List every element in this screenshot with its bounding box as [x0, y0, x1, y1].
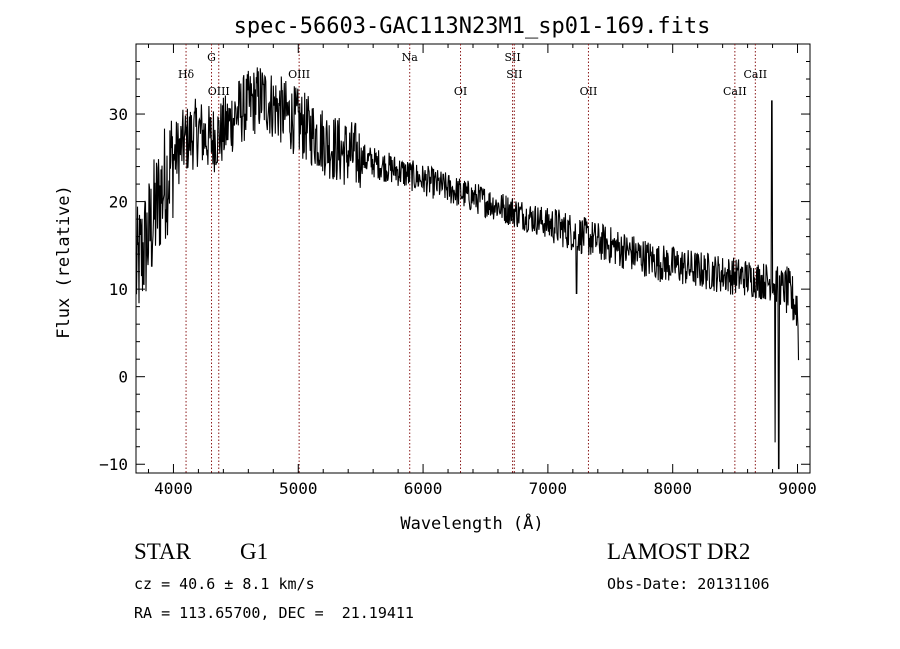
line-label-5: OI [454, 85, 467, 98]
y-tick-label-1: 0 [118, 368, 128, 387]
line-label-6: SII [504, 51, 520, 64]
spectral-line-markers: Hδ G OIII OIII Na OI SII SII OII CaII CaII [178, 44, 767, 473]
redshift-cz: cz = 40.6 ± 8.1 km/s [134, 575, 315, 593]
observation-date: Obs-Date: 20131106 [607, 575, 770, 593]
line-label-2: OIII [208, 85, 230, 98]
chart-title: spec-56603-GAC113N23M1_sp01-169.fits [234, 14, 711, 39]
x-tick-label-5: 9000 [778, 479, 817, 498]
line-label-8: OII [580, 85, 598, 98]
line-label-9: CaII [723, 85, 747, 98]
line-label-4: Na [402, 51, 419, 64]
line-label-0: Hδ [178, 68, 195, 81]
line-label-3: OIII [288, 68, 310, 81]
y-tick-label-0: −10 [99, 455, 128, 474]
spectrum-chart: spec-56603-GAC113N23M1_sp01-169.fits Hδ G… [54, 14, 817, 534]
object-class: STAR [134, 539, 191, 564]
x-tick-label-0: 4000 [154, 479, 193, 498]
line-label-7: SII [506, 68, 522, 81]
y-axis-label: Flux (relative) [54, 185, 74, 339]
y-tick-label-2: 10 [109, 280, 128, 299]
x-tick-label-1: 5000 [279, 479, 318, 498]
y-tick-label-3: 20 [109, 193, 128, 212]
spectrum-series [135, 67, 800, 470]
object-subclass: G1 [240, 539, 269, 564]
x-axis-ticks: 4000 5000 6000 7000 8000 9000 [147, 44, 817, 498]
y-tick-label-4: 30 [109, 105, 128, 124]
x-tick-label-2: 6000 [404, 479, 443, 498]
line-label-1: G [207, 51, 216, 64]
survey-name: LAMOST DR2 [607, 539, 751, 564]
y-axis-ticks: −10 0 10 20 30 [99, 61, 810, 474]
coordinates: RA = 113.65700, DEC = 21.19411 [134, 604, 414, 622]
x-tick-label-4: 8000 [653, 479, 692, 498]
x-tick-label-3: 7000 [529, 479, 568, 498]
x-axis-label: Wavelength (Å) [400, 512, 543, 534]
line-label-10: CaII [743, 68, 767, 81]
